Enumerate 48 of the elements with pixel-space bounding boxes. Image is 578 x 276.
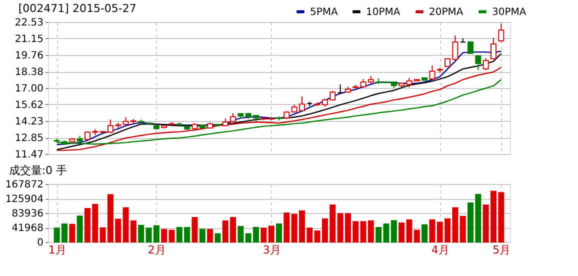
bar: [376, 226, 382, 242]
candlestick: [475, 55, 482, 71]
bar: [199, 228, 206, 242]
bar: [276, 224, 282, 242]
bar: [284, 212, 290, 242]
chart-title: 成交量:0 手: [8, 164, 68, 177]
y-tick-label: 0: [37, 238, 44, 248]
y-tick-label: 41968: [12, 223, 44, 234]
bar: [414, 230, 420, 242]
y-tick-label: 22.53: [14, 18, 44, 28]
y-tick-label: 83936: [12, 208, 44, 220]
candlestick: [468, 42, 474, 54]
legend-label: 5PMA: [310, 6, 338, 18]
bar: [69, 224, 76, 242]
bar: [214, 233, 221, 242]
bar: [238, 226, 244, 242]
x-tick-label: 1月: [48, 244, 66, 256]
bar: [192, 216, 198, 242]
y-tick-label: 18.38: [14, 67, 44, 78]
y-tick-label: 21.15: [14, 34, 44, 45]
x-tick-label: 4月: [431, 244, 450, 256]
legend-label: 20PMA: [429, 6, 464, 18]
bar: [138, 224, 144, 242]
bar: [268, 226, 274, 242]
candlestick: [490, 37, 497, 60]
legend-label: 10PMA: [366, 6, 400, 18]
legend-label: 30PMA: [492, 6, 526, 18]
bar: [429, 219, 436, 242]
candlestick: [482, 58, 489, 71]
y-tick-label: 12.85: [14, 133, 44, 144]
candlestick: [498, 23, 504, 43]
bar: [207, 229, 214, 242]
bar: [422, 224, 428, 242]
x-tick-label: 5月: [492, 244, 511, 256]
x-tick-label: 2月: [148, 244, 166, 256]
bar: [76, 216, 83, 242]
y-tick-label: 167872: [5, 180, 44, 190]
y-tick-label: 19.76: [14, 50, 44, 62]
y-tick-label: 14.23: [14, 116, 44, 128]
chart-title: [002471] 2015-05-27: [18, 2, 136, 15]
y-tick-label: 11.47: [14, 150, 44, 160]
bar: [460, 216, 466, 242]
candlestick: [429, 64, 436, 80]
bar: [260, 228, 267, 242]
y-tick-label: 125904: [5, 194, 44, 205]
y-tick-label: 15.62: [14, 100, 44, 111]
x-tick-label: 3月: [262, 244, 281, 256]
y-tick-label: 17.00: [14, 84, 44, 94]
